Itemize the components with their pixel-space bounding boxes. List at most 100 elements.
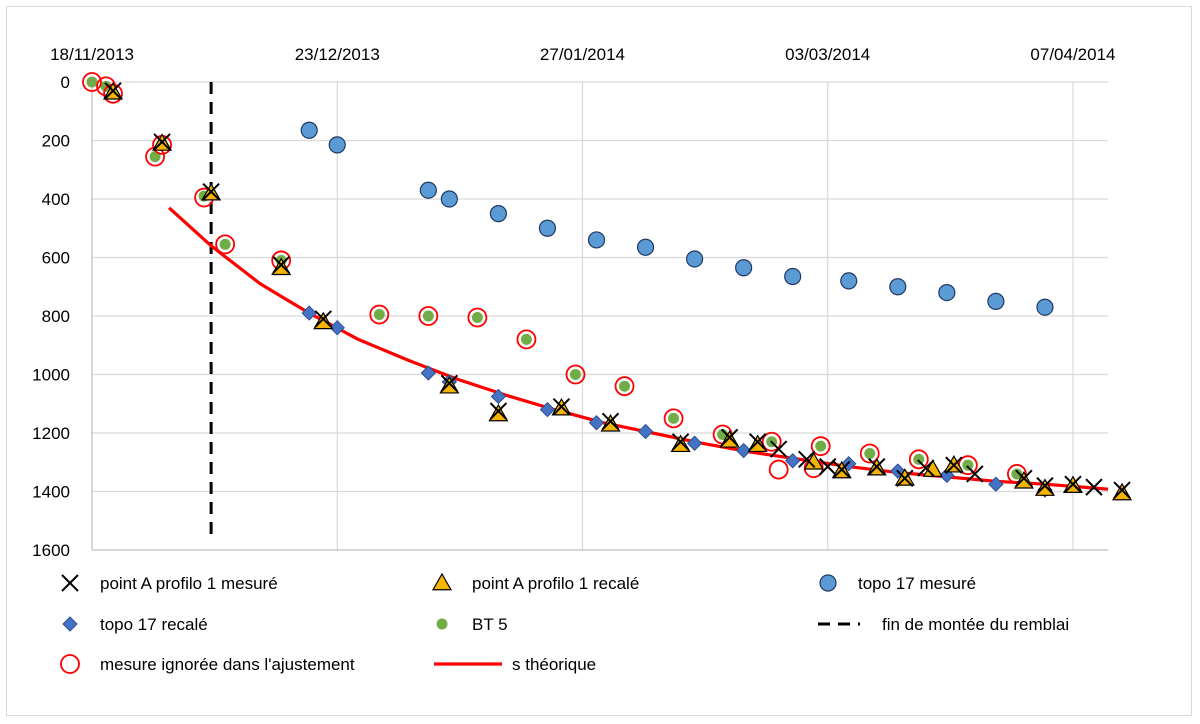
point-mesure-ignoree-dans-l-ajustement bbox=[663, 408, 684, 429]
legend: point A profilo 1 mesuré point A profilo … bbox=[60, 572, 1069, 674]
point-bt-5 bbox=[471, 311, 483, 323]
y-tick-label: 400 bbox=[42, 190, 70, 209]
point-bt-5 bbox=[717, 428, 729, 440]
point-mesure-ignoree-dans-l-ajustement bbox=[859, 443, 880, 464]
point-point-a-profilo-1-mesure bbox=[896, 469, 914, 488]
point-topo-17-mesure bbox=[735, 259, 753, 277]
point-bt-5 bbox=[962, 459, 974, 471]
chart-frame bbox=[6, 6, 1192, 716]
legend-swatch bbox=[431, 572, 453, 591]
series-mesure-ignoree-dans-l-ajustement bbox=[82, 72, 1027, 484]
plot-area bbox=[82, 72, 1133, 536]
point-point-a-profilo-1-mesure bbox=[748, 433, 767, 451]
point-point-a-profilo-1-mesure bbox=[1113, 481, 1131, 499]
legend-label: point A profilo 1 recalé bbox=[472, 574, 639, 593]
series-topo-17-mesure bbox=[300, 121, 1054, 316]
point-mesure-ignoree-dans-l-ajustement bbox=[215, 234, 236, 255]
series-point-a-profilo-1-mesure bbox=[104, 82, 1131, 499]
point-point-a-profilo-1-mesure bbox=[552, 397, 571, 416]
point-bt-5 bbox=[668, 412, 680, 424]
point-point-a-profilo-1-mesure bbox=[720, 428, 739, 447]
y-tick-label: 1600 bbox=[32, 541, 70, 560]
point-point-a-profilo-1-mesure bbox=[671, 433, 690, 451]
point-point-a-profilo-1-mesure bbox=[1036, 476, 1054, 495]
point-topo-17-mesure bbox=[1036, 298, 1054, 316]
point-mesure-ignoree-dans-l-ajustement bbox=[82, 72, 102, 92]
point-point-a-profilo-1-mesure bbox=[819, 457, 837, 476]
point-bt-5 bbox=[619, 380, 631, 392]
point-topo-17-mesure bbox=[328, 136, 346, 154]
point-bt-5 bbox=[373, 309, 385, 321]
point-bt-5 bbox=[86, 76, 98, 88]
point-point-a-profilo-1-mesure bbox=[104, 82, 122, 100]
point-topo-17-mesure bbox=[889, 278, 907, 296]
point-bt-5 bbox=[100, 80, 112, 92]
point-topo-17-recale bbox=[329, 319, 345, 336]
point-point-a-profilo-1-mesure bbox=[868, 457, 886, 476]
legend-swatch bbox=[61, 574, 79, 592]
legend-swatch bbox=[60, 654, 80, 674]
point-mesure-ignoree-dans-l-ajustement bbox=[614, 376, 635, 397]
x-tick-label: 23/12/2013 bbox=[295, 45, 380, 64]
series-point-a-profilo-1-recale bbox=[102, 82, 1133, 501]
y-tick-label: 1400 bbox=[32, 483, 70, 502]
legend-label: BT 5 bbox=[472, 615, 508, 634]
point-topo-17-mesure bbox=[440, 190, 458, 208]
y-tick-label: 1200 bbox=[32, 424, 70, 443]
point-bt-5 bbox=[1011, 468, 1023, 480]
point-bt-5 bbox=[864, 447, 876, 459]
point-point-a-profilo-1-mesure bbox=[314, 310, 332, 328]
legend-swatch bbox=[436, 618, 448, 630]
y-tick-label: 1000 bbox=[32, 366, 70, 385]
point-topo-17-recale bbox=[539, 401, 556, 418]
point-topo-17-recale bbox=[988, 476, 1004, 492]
point-point-a-profilo-1-mesure bbox=[440, 374, 459, 392]
point-mesure-ignoree-dans-l-ajustement bbox=[810, 436, 831, 457]
legend-item-mesure-ignoree-dans-l-ajustement: mesure ignorée dans l'ajustement bbox=[60, 654, 355, 674]
legend-label: topo 17 recalé bbox=[100, 615, 208, 634]
point-topo-17-mesure bbox=[300, 121, 318, 139]
point-point-a-profilo-1-mesure bbox=[966, 465, 984, 483]
point-topo-17-mesure bbox=[587, 231, 606, 249]
legend-item-topo-17-mesure: topo 17 mesuré bbox=[819, 574, 976, 593]
point-point-a-profilo-1-mesure bbox=[1015, 469, 1033, 488]
point-bt-5 bbox=[569, 369, 581, 380]
point-topo-17-mesure bbox=[538, 219, 557, 237]
x-tick-label: 18/11/2013 bbox=[50, 45, 134, 64]
legend-item-topo-17-recale: topo 17 recalé bbox=[62, 615, 208, 634]
y-tick-label: 0 bbox=[61, 73, 70, 92]
point-point-a-profilo-1-mesure bbox=[833, 460, 851, 479]
legend-item-s-theorique: s théorique bbox=[434, 655, 596, 674]
point-mesure-ignoree-dans-l-ajustement bbox=[516, 329, 537, 350]
point-mesure-ignoree-dans-l-ajustement bbox=[1007, 464, 1027, 484]
legend-item-point-a-profilo-1-recale: point A profilo 1 recalé bbox=[431, 572, 639, 593]
x-axis: 18/11/2013 23/12/2013 27/01/2014 03/03/2014… bbox=[50, 45, 1115, 64]
legend-label: fin de montée du remblai bbox=[882, 615, 1069, 634]
legend-item-bt-5: BT 5 bbox=[436, 615, 508, 634]
point-point-a-profilo-1-mesure bbox=[945, 456, 963, 474]
point-topo-17-mesure bbox=[489, 205, 507, 223]
point-topo-17-recale bbox=[588, 415, 605, 431]
legend-label: s théorique bbox=[512, 655, 596, 674]
point-point-a-profilo-1-mesure bbox=[489, 402, 508, 420]
point-topo-17-mesure bbox=[938, 284, 956, 302]
point-point-a-profilo-1-mesure bbox=[917, 459, 935, 477]
x-tick-label: 27/01/2014 bbox=[540, 45, 625, 64]
point-topo-17-recale bbox=[735, 442, 752, 459]
point-topo-17-mesure bbox=[987, 292, 1005, 310]
point-topo-17-recale bbox=[420, 365, 437, 381]
point-mesure-ignoree-dans-l-ajustement bbox=[908, 449, 929, 470]
point-bt-5 bbox=[815, 440, 827, 452]
point-topo-17-mesure bbox=[784, 267, 802, 286]
series-topo-17-recale bbox=[301, 305, 1053, 498]
y-tick-label: 600 bbox=[42, 249, 70, 268]
point-bt-5 bbox=[520, 333, 532, 345]
point-mesure-ignoree-dans-l-ajustement bbox=[418, 306, 439, 326]
point-point-a-profilo-1-mesure bbox=[202, 182, 220, 201]
legend-swatch bbox=[62, 616, 78, 632]
point-topo-17-recale bbox=[490, 388, 507, 405]
legend-label: point A profilo 1 mesuré bbox=[100, 574, 278, 593]
point-bt-5 bbox=[219, 238, 231, 250]
point-topo-17-recale bbox=[784, 453, 801, 469]
y-tick-label: 200 bbox=[42, 132, 70, 151]
